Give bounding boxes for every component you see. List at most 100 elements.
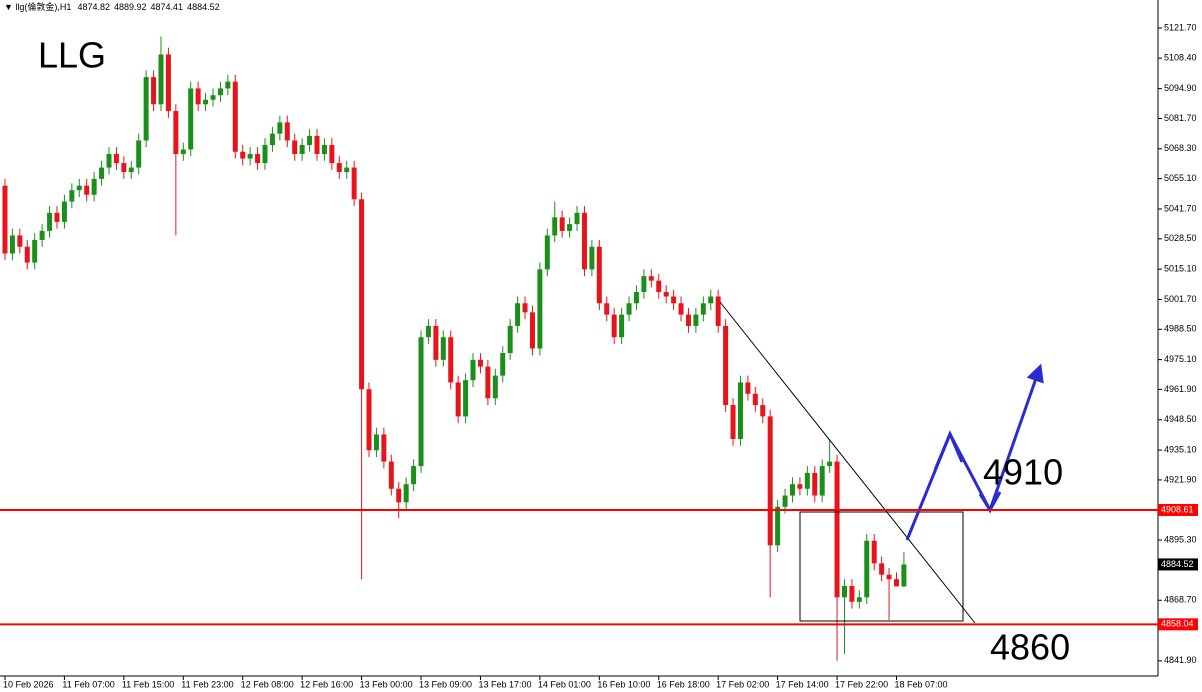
x-tick-label: 17 Feb 02:00 <box>716 679 769 689</box>
x-tick-label: 16 Feb 18:00 <box>657 679 710 689</box>
candle-body <box>403 484 409 503</box>
candle-body <box>693 314 699 326</box>
candle-body <box>886 574 892 580</box>
y-tick-label: 4868.70 <box>1164 595 1197 605</box>
candle-body <box>151 77 157 105</box>
y-tick-label: 5094.90 <box>1164 83 1197 93</box>
forecast-arrow <box>905 363 1044 541</box>
candle-body <box>656 280 662 292</box>
candle-body <box>128 167 134 173</box>
candle-body <box>411 466 417 485</box>
candle-body <box>648 276 654 281</box>
candle-body <box>507 325 513 354</box>
y-tick-label: 4975.10 <box>1164 354 1197 364</box>
y-tick-label: 5081.70 <box>1164 113 1197 123</box>
candle-body <box>39 230 45 240</box>
candle-body <box>760 405 766 417</box>
candle-body <box>604 303 610 315</box>
candle-body <box>522 303 528 313</box>
candle-body <box>448 337 454 383</box>
annotation: 4910 <box>983 452 1063 493</box>
candle-body <box>767 416 773 546</box>
x-tick-label: 13 Feb 17:00 <box>478 679 531 689</box>
candle-body <box>470 359 476 381</box>
candle-body <box>321 144 327 155</box>
candle-body <box>433 325 439 360</box>
y-tick-label: 4961.90 <box>1164 384 1197 394</box>
candle-body <box>626 303 632 315</box>
level-label-box <box>1158 503 1198 516</box>
candle-body <box>834 461 840 598</box>
y-tick-label: 5001.70 <box>1164 294 1197 304</box>
candle-body <box>396 488 402 503</box>
candles <box>2 36 907 661</box>
candle-body <box>203 99 209 105</box>
candle-body <box>262 144 268 164</box>
close: 4884.52 <box>187 2 220 12</box>
price-label-box <box>1158 558 1198 571</box>
candle-body <box>143 77 149 141</box>
candle-body <box>32 239 38 263</box>
candle-body <box>173 111 179 155</box>
candle-body <box>841 585 847 598</box>
y-tick-label: 5015.10 <box>1164 264 1197 274</box>
candle-body <box>552 217 558 236</box>
candle-body <box>217 88 223 96</box>
candle-body <box>559 217 565 231</box>
candle-body <box>91 178 97 195</box>
candle-body <box>269 133 275 145</box>
annotation: 4860 <box>990 627 1070 668</box>
candle-body <box>871 540 877 564</box>
x-tick-label: 11 Feb 07:00 <box>62 679 114 689</box>
candle-body <box>633 291 639 304</box>
candle-body <box>678 303 684 315</box>
candle-body <box>589 246 595 270</box>
candle-body <box>641 276 647 292</box>
level-label-box <box>1158 618 1198 631</box>
y-tick-label: 4988.50 <box>1164 324 1197 334</box>
candle-body <box>54 212 60 222</box>
header-marker: ▼ <box>4 2 15 12</box>
candle-body <box>515 303 521 326</box>
candle-body <box>307 135 313 145</box>
candle-body <box>158 54 164 105</box>
candle-body <box>344 167 350 173</box>
candle-body <box>485 366 491 399</box>
candle-body <box>537 269 543 349</box>
candle-body <box>76 185 82 191</box>
candle-body <box>136 140 142 168</box>
low: 4874.41 <box>151 2 184 12</box>
candle-body <box>797 484 803 489</box>
candle-body <box>529 312 535 349</box>
candle-body <box>477 359 483 367</box>
candle-body <box>195 88 201 105</box>
candle-body <box>715 296 721 326</box>
y-tick-label: 4935.10 <box>1164 444 1197 454</box>
candle-body <box>827 461 833 467</box>
candle-body <box>388 461 394 489</box>
candle-body <box>596 246 602 304</box>
candle-body <box>180 149 186 155</box>
x-tick-label: 14 Feb 01:00 <box>538 679 591 689</box>
candle-body <box>106 154 112 168</box>
plot-area <box>0 0 1158 676</box>
x-tick-label: 10 Feb 2026 <box>3 679 54 689</box>
y-tick-label: 5068.30 <box>1164 143 1197 153</box>
candle-body <box>418 337 424 467</box>
candle-body <box>225 81 231 89</box>
candle-body <box>611 314 617 338</box>
candle-body <box>500 353 506 376</box>
y-tick-label: 5028.50 <box>1164 233 1197 243</box>
candle-body <box>277 122 283 134</box>
candle-body <box>619 314 625 338</box>
candle-body <box>373 434 379 451</box>
candle-body <box>567 224 573 231</box>
candle-body <box>440 337 446 360</box>
candle-body <box>812 472 818 496</box>
candle-body <box>745 382 751 394</box>
candle-body <box>856 597 862 602</box>
level-label: 4908.61 <box>1161 504 1194 514</box>
y-tick-label: 5121.70 <box>1164 22 1197 32</box>
candle-body <box>247 154 253 159</box>
